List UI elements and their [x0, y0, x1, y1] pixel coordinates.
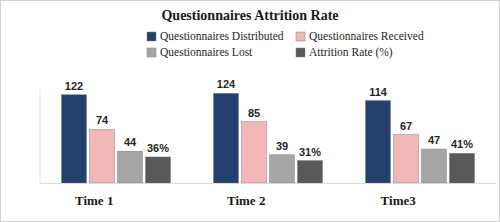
- bar: [118, 151, 143, 183]
- chart-wrap: Questionnaires Attrition Rate Questionnai…: [0, 0, 500, 222]
- bar: [62, 95, 87, 183]
- data-labels: 122 74 44 36% 124 85 39 31% 114 67 47 41%: [65, 78, 473, 157]
- bar: [242, 122, 267, 183]
- data-label: 85: [248, 107, 260, 119]
- legend-swatch: [296, 32, 305, 41]
- data-label: 31%: [299, 146, 321, 158]
- category-label: Time3: [381, 193, 417, 208]
- legend-item: Questionnaires Distributed: [147, 30, 284, 42]
- bar: [90, 129, 115, 183]
- bars: [62, 93, 475, 183]
- bar: [270, 155, 295, 183]
- chart-border: [1, 1, 500, 222]
- legend-label: Questionnaires Received: [309, 30, 424, 42]
- data-label: 41%: [451, 138, 473, 150]
- y-axis-line: [40, 89, 41, 183]
- data-label: 67: [400, 120, 412, 132]
- bar: [450, 153, 475, 183]
- legend-swatch: [147, 48, 156, 57]
- category-label: Time 2: [227, 193, 265, 208]
- legend-item: Questionnaires Received: [296, 30, 424, 42]
- data-label: 114: [369, 86, 388, 98]
- legend-swatch: [147, 32, 156, 41]
- legend-label: Questionnaires Distributed: [160, 30, 284, 42]
- data-label: 47: [428, 134, 440, 146]
- data-label: 44: [124, 136, 137, 148]
- data-label: 124: [217, 78, 236, 90]
- bar: [146, 157, 171, 183]
- title: Questionnaires Attrition Rate: [161, 8, 338, 23]
- data-label: 36%: [147, 142, 169, 154]
- legend-item: Attrition Rate (%): [296, 46, 393, 59]
- x-axis-line: [40, 183, 496, 184]
- bar: [214, 93, 239, 183]
- chart: Questionnaires Attrition Rate Questionnai…: [0, 0, 500, 222]
- bar: [298, 161, 323, 183]
- bar: [422, 149, 447, 183]
- bar: [366, 101, 391, 183]
- category-label: Time 1: [75, 193, 113, 208]
- legend-label: Attrition Rate (%): [309, 46, 393, 59]
- legend-label: Questionnaires Lost: [160, 46, 253, 58]
- bar: [394, 135, 419, 183]
- legend-item: Questionnaires Lost: [147, 46, 253, 58]
- legend-swatch: [296, 48, 305, 57]
- data-label: 39: [276, 140, 288, 152]
- data-label: 74: [96, 114, 109, 126]
- data-label: 122: [65, 80, 83, 92]
